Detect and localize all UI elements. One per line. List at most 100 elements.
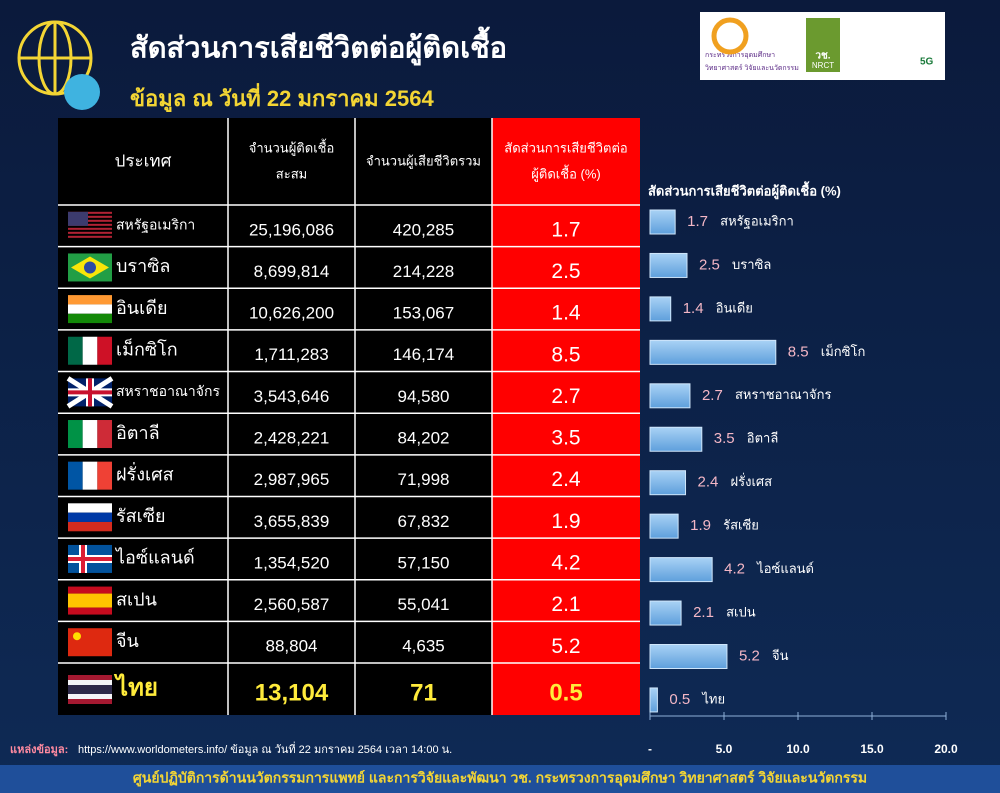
table-cell: 3.5 (551, 427, 580, 450)
flag (68, 336, 113, 365)
flag (68, 503, 112, 532)
table-cell: 57,150 (398, 553, 450, 572)
value-label: 1.4 (683, 300, 704, 317)
flag (68, 295, 112, 324)
table-cell: 3,543,646 (254, 387, 330, 406)
table-cell: 0.5 (549, 679, 582, 706)
table-cell: รัสเซีย (116, 506, 166, 526)
table-cell: สหรัฐอเมริกา (116, 217, 195, 234)
value-label: 2.4 (698, 474, 719, 491)
flag-part (68, 675, 112, 680)
flag-part (68, 378, 112, 407)
flag (68, 544, 112, 573)
column-header: ประเทศ (115, 151, 172, 170)
category-label: ไอซ์แลนด์ (756, 561, 814, 576)
table-cell: อินเดีย (116, 298, 168, 318)
value-label: 2.7 (702, 387, 723, 404)
table-cell: 1.9 (551, 510, 580, 533)
flag-part (68, 215, 112, 218)
category-label: สหรัฐอเมริกา (720, 213, 794, 229)
value-label: 8.5 (788, 343, 809, 360)
category-label: สเปน (726, 604, 756, 619)
flag-part (68, 544, 112, 573)
flag-part (97, 461, 113, 490)
logo-text: วช. (815, 51, 830, 62)
x-tick-label: 10.0 (786, 742, 810, 756)
column-header: จำนวนผู้ติดเชื้อ (249, 138, 335, 156)
category-label: รัสเซีย (723, 518, 759, 533)
flag-part (97, 420, 113, 449)
table-cell: 55,041 (398, 595, 450, 614)
bar (649, 383, 691, 409)
table-cell: 94,580 (398, 387, 450, 406)
category-label: จีน (772, 648, 789, 663)
bar (649, 687, 658, 713)
category-label: สหราชอาณาจักร (735, 387, 832, 402)
column-header: ผู้ติดเชื้อ (%) (531, 164, 600, 182)
table-cell: 4,635 (402, 637, 445, 656)
logo-text: NRCT (812, 61, 834, 70)
table-cell: 2.7 (551, 385, 580, 408)
flag-part (68, 699, 112, 704)
flag-part (68, 219, 112, 222)
x-tick-label: 15.0 (860, 742, 884, 756)
table-cell: สเปน (116, 589, 157, 609)
flag (68, 420, 113, 449)
category-label: ฝรั่งเศส (731, 473, 773, 489)
flag-part (68, 223, 112, 226)
x-tick-label: 20.0 (934, 742, 958, 756)
value-label: 5.2 (739, 647, 760, 664)
table-cell: 25,196,086 (249, 220, 334, 239)
table-cell: ไทย (113, 672, 158, 701)
category-label: อิตาลี (747, 431, 779, 446)
globe-icon (17, 20, 100, 110)
table-cell: 84,202 (398, 429, 450, 448)
value-label: 0.5 (669, 691, 690, 708)
flag (68, 253, 112, 282)
flag-part (68, 227, 112, 230)
flag-part (73, 632, 81, 641)
flag-part (68, 420, 83, 449)
flag-part (68, 685, 112, 694)
source: https://www.worldometers.info/ ข้อมูล ณ … (78, 741, 452, 756)
flag-part (82, 461, 98, 490)
value-label: 4.2 (724, 561, 745, 578)
title: สัดส่วนการเสียชีวิตต่อผู้ติดเชื้อ (130, 26, 507, 66)
bar (649, 426, 703, 452)
table-cell: 1,354,520 (254, 553, 330, 572)
flag-part (68, 503, 112, 513)
flag-part (68, 313, 112, 324)
logo-text: 5G (920, 57, 934, 68)
logo-text: วิทยาศาสตร์ วิจัยและนวัตกรรม (705, 64, 799, 72)
category-label: เม็กซิโก (821, 342, 866, 359)
table-cell: 4.2 (551, 551, 580, 574)
x-tick-label: - (648, 742, 652, 756)
flag-part (68, 231, 112, 234)
value-label: 2.5 (699, 256, 720, 273)
flag (66, 376, 114, 409)
flag-part (68, 593, 112, 608)
flag-part (68, 295, 112, 305)
flag-part (82, 336, 98, 365)
bar (649, 296, 672, 322)
flag-part (68, 304, 112, 314)
table-cell: อิตาลี (116, 423, 160, 443)
table-cell: 5.2 (551, 635, 580, 658)
flag-part (82, 420, 98, 449)
flag (68, 586, 112, 615)
ratio-column-bg (492, 118, 640, 715)
bar (649, 470, 687, 496)
flag-part (68, 607, 112, 615)
category-label: อินเดีย (716, 300, 753, 315)
flag (68, 675, 112, 704)
table-cell: 214,228 (393, 262, 454, 281)
flag-part (68, 512, 112, 522)
source-label: แหล่งข้อมูล: (10, 743, 68, 757)
flag-part (68, 586, 112, 594)
table-cell: 67,832 (398, 512, 450, 531)
table-cell: 13,104 (255, 679, 329, 706)
flag-part (68, 336, 83, 365)
bar (649, 209, 676, 235)
